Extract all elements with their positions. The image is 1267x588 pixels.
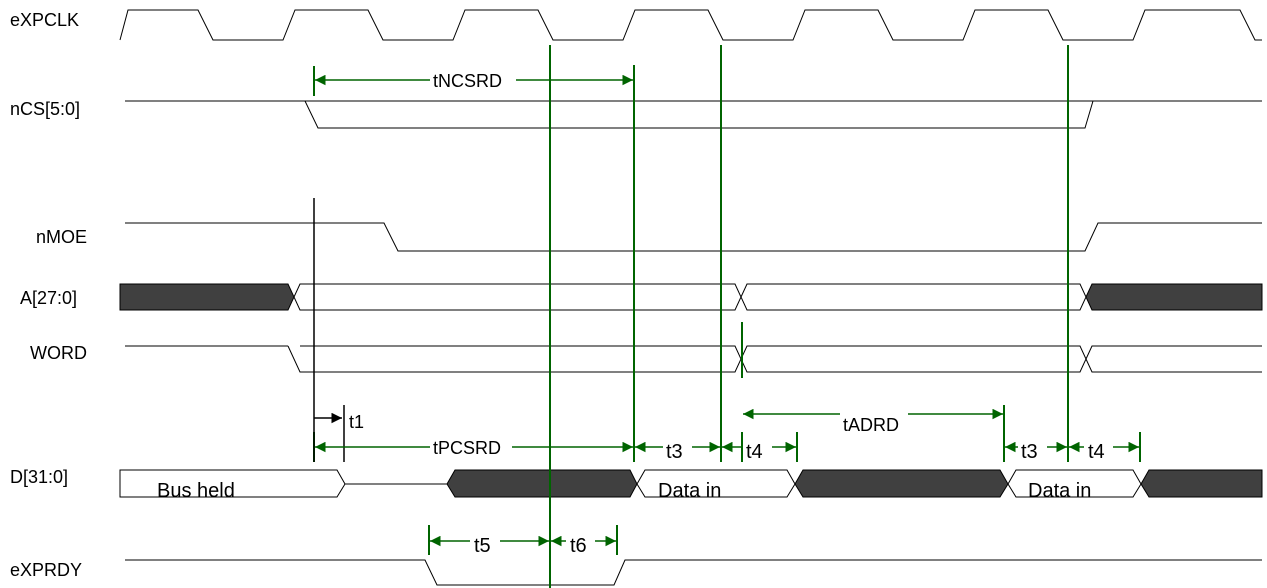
timing-label-tadrd: tADRD (843, 415, 899, 435)
signal-label-expclk: eXPCLK (10, 10, 79, 30)
waveform-nmoe (125, 222, 1262, 252)
signal-label-expr dy: eXPRDY (10, 560, 82, 580)
timing-label-tpcsrd: tPCSRD (433, 438, 501, 458)
timing-label-tncsrd: tNCSRD (433, 71, 502, 91)
segment-bus-held: Bus held (157, 480, 235, 502)
waveform-word (125, 345, 1262, 373)
timing-label-t3-second: t3 (1021, 441, 1038, 463)
waveform-exprdy (125, 559, 1262, 586)
signal-label-ncs: nCS[5:0] (10, 99, 80, 119)
segment-data-in-1: Data in (658, 480, 721, 502)
timing-label-t5: t5 (474, 535, 491, 557)
reference-lines (549, 45, 1069, 588)
timing-label-t4-first: t4 (746, 441, 763, 463)
timing-label-t4-second: t4 (1088, 441, 1105, 463)
signal-label-d: D[31:0] (10, 467, 68, 487)
segment-data-in-2: Data in (1028, 480, 1091, 502)
bus-a (119, 283, 1263, 311)
bus-d (119, 469, 1263, 498)
timing-label-t1: t1 (349, 412, 364, 432)
t1-reference (313, 198, 345, 462)
signal-label-word: WORD (30, 343, 87, 363)
waveform-ncs (125, 100, 1262, 129)
signal-label-a: A[27:0] (20, 288, 77, 308)
timing-label-t3-first: t3 (666, 441, 683, 463)
timing-label-t6: t6 (570, 535, 587, 557)
waveform-expclk (119, 9, 1262, 41)
signal-label-nmoe: nMOE (36, 227, 87, 247)
